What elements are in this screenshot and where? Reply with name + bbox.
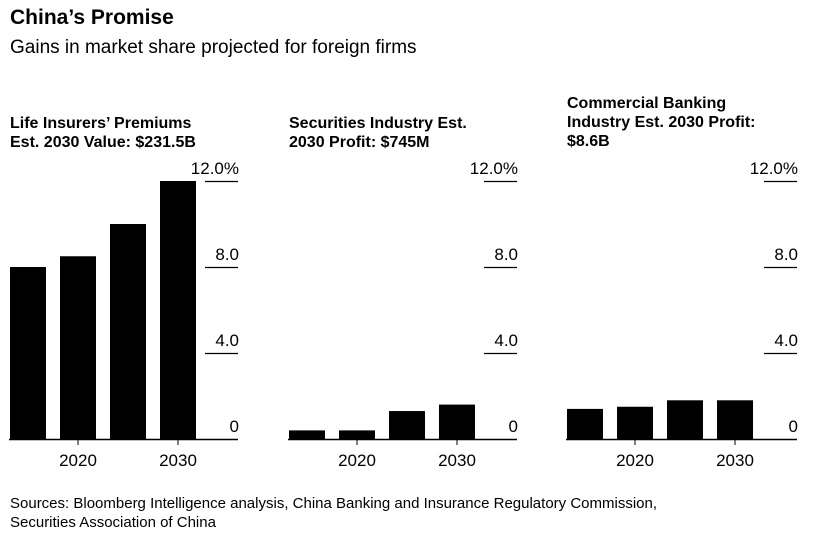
x-tick-label: 2030 — [716, 451, 754, 470]
panel-title-line: Industry Est. 2030 Profit: — [567, 114, 756, 131]
panel-title-line: $8.6B — [567, 133, 610, 150]
chart-subtitle: Gains in market share projected for fore… — [10, 37, 417, 58]
panel-title-commercial-banking: Commercial Banking Industry Est. 2030 Pr… — [567, 94, 827, 151]
panel-title-line: Commercial Banking — [567, 95, 727, 112]
bar — [667, 400, 703, 439]
y-tick-label: 12.0% — [470, 159, 518, 178]
y-tick-label: 8.0 — [774, 245, 798, 264]
x-tick-label: 2020 — [59, 451, 97, 470]
panel-title-line: Securities Industry Est. — [289, 115, 467, 132]
y-tick-label: 8.0 — [494, 245, 518, 264]
bar — [717, 400, 753, 439]
x-tick-label: 2030 — [438, 451, 476, 470]
x-tick-label: 2030 — [159, 451, 197, 470]
y-tick-label: 4.0 — [774, 331, 798, 350]
panel-title-line: 2030 Profit: $745M — [289, 134, 430, 151]
bar — [439, 404, 475, 439]
y-tick-label: 0 — [230, 417, 239, 436]
y-tick-label: 0 — [789, 417, 798, 436]
chart-title: China’s Promise — [10, 6, 174, 29]
bar — [617, 406, 653, 439]
panel-title-line: Life Insurers’ Premiums — [10, 115, 192, 132]
y-tick-label: 4.0 — [494, 331, 518, 350]
bar — [160, 181, 196, 439]
bar — [10, 267, 46, 439]
sources-text: Sources: Bloomberg Intelligence analysis… — [10, 495, 658, 531]
y-tick-label: 8.0 — [215, 245, 239, 264]
y-tick-label: 4.0 — [215, 331, 239, 350]
panel-title-life-insurers: Life Insurers’ Premiums Est. 2030 Value:… — [10, 114, 280, 152]
bar — [339, 430, 375, 439]
panel-title-securities: Securities Industry Est. 2030 Profit: $7… — [289, 114, 559, 152]
y-tick-label: 12.0% — [191, 159, 239, 178]
bar — [110, 224, 146, 439]
y-tick-label: 12.0% — [750, 159, 798, 178]
bar — [60, 256, 96, 439]
sources-note: Sources: Bloomberg Intelligence analysis… — [10, 494, 810, 532]
y-tick-label: 0 — [509, 417, 518, 436]
panel-title-line: Est. 2030 Value: $231.5B — [10, 134, 196, 151]
x-tick-label: 2020 — [338, 451, 376, 470]
x-tick-label: 2020 — [616, 451, 654, 470]
bar — [389, 411, 425, 439]
bar — [289, 430, 325, 439]
bar — [567, 408, 603, 439]
